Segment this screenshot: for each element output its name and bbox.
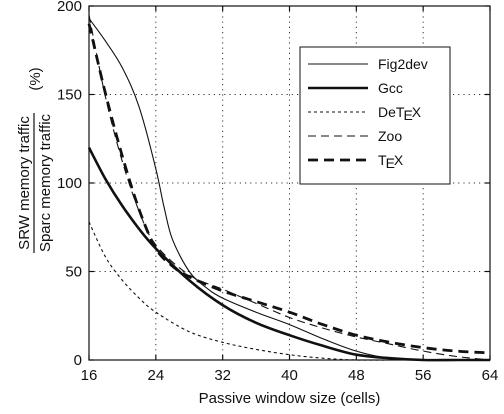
series-line-tex	[87, 23, 491, 355]
series-line-zoo	[88, 14, 491, 361]
x-tick-label: 56	[415, 367, 432, 384]
x-axis-label: Passive window size (cells)	[199, 390, 381, 407]
y-axis-label-numerator: SRW memory traffic	[16, 116, 33, 250]
y-tick-label: 0	[74, 352, 82, 369]
axis-ticks: 16 24 32 40 48 56 64 0 50 100 150 200	[57, 0, 498, 384]
y-axis-label-unit: (%)	[27, 67, 44, 90]
legend: Fig2dev Gcc DeTEX Zoo TEX	[299, 46, 451, 185]
x-tick-label: 48	[348, 367, 365, 384]
x-tick-label: 24	[147, 367, 164, 384]
y-tick-label: 100	[57, 175, 82, 192]
legend-label-fig2dev: Fig2dev	[378, 56, 428, 72]
x-tick-label: 40	[281, 367, 298, 384]
x-tick-label: 16	[81, 367, 98, 384]
y-axis-label-denominator: Sparc memory traffic	[37, 113, 54, 252]
y-tick-label: 150	[57, 87, 82, 104]
x-tick-label: 32	[214, 367, 231, 384]
legend-label-zoo: Zoo	[378, 128, 402, 144]
y-axis-label: SRW memory traffic Sparc memory traffic …	[16, 67, 54, 253]
y-tick-label: 50	[65, 264, 82, 281]
x-tick-label: 64	[482, 367, 499, 384]
legend-label-tex: TEX	[378, 152, 404, 171]
legend-label-gcc: Gcc	[378, 80, 403, 96]
legend-label-detex: DeTEX	[378, 104, 422, 123]
y-tick-label: 200	[57, 0, 82, 15]
